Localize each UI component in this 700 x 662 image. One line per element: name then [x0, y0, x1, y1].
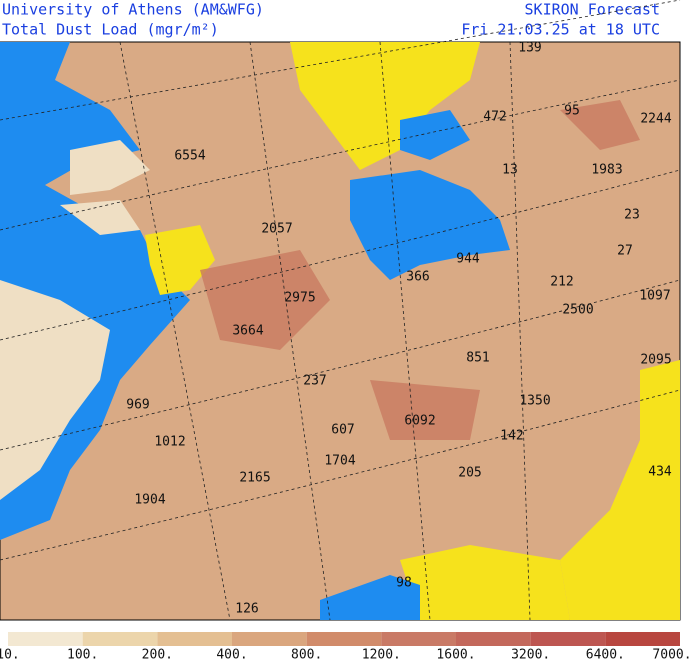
- dust-plume: [0, 280, 110, 500]
- land-clear: [400, 545, 570, 620]
- header-line: Fri 21.03.25 at 18 UTC: [461, 21, 660, 39]
- colorbar-label: 6400.: [586, 648, 625, 662]
- dust-core: [200, 100, 640, 440]
- header-line: SKIRON Forecast: [525, 1, 660, 19]
- colorbar-label: 200.: [142, 648, 173, 662]
- dust-value-label: 27: [617, 244, 633, 259]
- dust-value-label: 434: [648, 465, 672, 480]
- dust-value-label: 1704: [324, 454, 355, 469]
- land-clear: [290, 42, 480, 170]
- dust-value-label: 237: [303, 374, 326, 389]
- header-line: University of Athens (AM&WFG): [2, 1, 264, 19]
- dust-value-label: 2975: [284, 291, 315, 306]
- colorbar-segment: [456, 632, 531, 646]
- dust-value-label: 944: [456, 252, 480, 267]
- dust-value-label: 23: [624, 208, 640, 223]
- dust-value-label: 1350: [519, 394, 550, 409]
- dust-value-label: 2057: [261, 222, 292, 237]
- land-clear: [560, 360, 680, 620]
- dust-value-label: 126: [235, 602, 258, 617]
- dust-value-label: 472: [483, 110, 506, 125]
- dust-value-label: 1904: [134, 493, 165, 508]
- dust-plume: [60, 140, 150, 235]
- dust-value-label: 969: [126, 398, 149, 413]
- dust-value-label: 851: [466, 351, 489, 366]
- header-line: Total Dust Load (mgr/m²): [2, 21, 219, 39]
- dust-value-label: 3664: [232, 324, 263, 339]
- colorbar-segment: [8, 632, 83, 646]
- colorbar-segment: [232, 632, 307, 646]
- colorbar-segment: [381, 632, 456, 646]
- colorbar-label: 7000.: [652, 648, 691, 662]
- dust-value-label: 139: [518, 41, 541, 56]
- dust-value-label: 2500: [562, 303, 593, 318]
- mediterranean: [350, 170, 510, 280]
- dust-value-label: 6554: [174, 149, 205, 164]
- dust-value-label: 142: [500, 429, 523, 444]
- colorbar-label: 100.: [67, 648, 98, 662]
- colorbar-label: 800.: [291, 648, 322, 662]
- gulf-of-guinea: [320, 575, 420, 620]
- black-sea: [400, 110, 470, 160]
- dust-value-label: 2165: [239, 471, 270, 486]
- dust-value-label: 1012: [154, 435, 185, 450]
- dust-value-label: 607: [331, 423, 354, 438]
- colorbar-label: 1200.: [362, 648, 401, 662]
- colorbar-segment: [530, 632, 606, 646]
- colorbar-label: 3200.: [511, 648, 550, 662]
- dust-value-label: 13: [502, 163, 518, 178]
- colorbar-segment: [306, 632, 382, 646]
- colorbar: 10. 100. 200. 400. 800. 1200. 1600. 3200. 6400. 7…: [0, 632, 692, 662]
- dust-value-label: 98: [396, 576, 412, 591]
- dust-value-label: 2244: [640, 112, 671, 127]
- map: [0, 0, 681, 621]
- dust-value-label: 95: [564, 104, 580, 119]
- dust-value-label: 6092: [404, 414, 435, 429]
- land-clear: [145, 225, 215, 295]
- dust-value-label: 1097: [639, 289, 670, 304]
- dust-value-label: 1983: [591, 163, 622, 178]
- colorbar-label: 1600.: [436, 648, 475, 662]
- dust-value-label: 212: [550, 275, 573, 290]
- colorbar-label: 400.: [216, 648, 247, 662]
- dust-value-label: 2095: [640, 353, 671, 368]
- dust-value-label: 205: [458, 466, 481, 481]
- colorbar-label: 10.: [0, 648, 20, 662]
- colorbar-segment: [157, 632, 232, 646]
- dust-value-label: 366: [406, 270, 429, 285]
- colorbar-segment: [605, 632, 680, 646]
- colorbar-segment: [82, 632, 158, 646]
- graticule: [0, 0, 681, 621]
